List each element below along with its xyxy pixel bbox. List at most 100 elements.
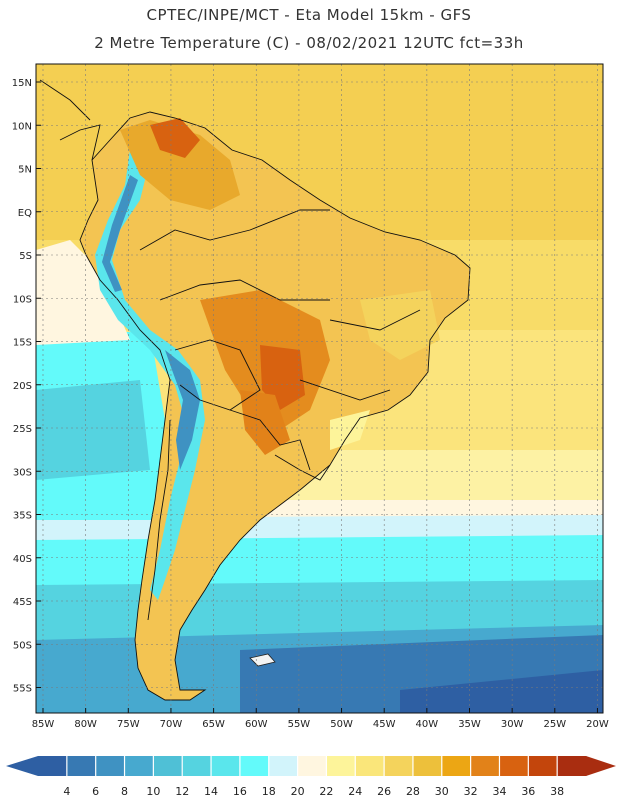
andes-peak-north	[102, 175, 138, 292]
hot-colombia	[150, 118, 200, 158]
mild-se-coast	[330, 410, 370, 450]
colorbar-swatch	[38, 756, 68, 776]
colorbar-label: 26	[377, 785, 391, 798]
falkland-islands	[249, 653, 276, 667]
colorbar-swatch	[412, 756, 443, 776]
colorbar-swatch	[66, 756, 97, 776]
lat-label: 55S	[13, 684, 32, 695]
colorbar-swatch	[211, 756, 241, 776]
lon-label: 20W	[586, 719, 609, 730]
border-peru-brazil	[159, 279, 330, 301]
border-chile-argentina	[147, 419, 171, 621]
lat-label: 20S	[13, 381, 32, 392]
lon-label: 80W	[74, 719, 97, 730]
hot-mato-grosso	[260, 345, 305, 410]
colorbar-swatch	[182, 756, 212, 776]
border-uruguay	[274, 454, 331, 481]
colorbar-swatch	[470, 756, 500, 776]
axis-ticks	[36, 81, 598, 713]
colorbar-swatch	[499, 756, 529, 776]
latitude-labels: 15N 10N 5N EQ 5S 10S 15S 20S 25S 30S 35S 40S 45S 50S 5…	[12, 78, 32, 695]
colorbar-swatch	[528, 756, 558, 776]
warm-venezuela	[120, 120, 240, 210]
map-title-line1: CPTEC/INPE/MCT - Eta Model 15km - GFS	[146, 6, 472, 24]
colorbar-label: 24	[348, 785, 362, 798]
colorbar-label: 36	[521, 785, 535, 798]
lat-label: 25S	[13, 424, 32, 435]
lon-label: 25W	[543, 719, 566, 730]
coastline	[79, 111, 471, 701]
lat-label: 30S	[13, 467, 32, 478]
andes-cold-spine	[95, 150, 205, 600]
lon-label: 75W	[117, 719, 140, 730]
lon-label: 65W	[202, 719, 225, 730]
lat-label: 10S	[13, 294, 32, 305]
colorbar-label: 16	[233, 785, 247, 798]
border-north	[139, 209, 330, 251]
colorbar-swatch	[297, 756, 327, 776]
longitude-labels: 85W 80W 75W 70W 65W 60W 55W 50W 45W 40W 35W 30W 25W 2…	[32, 719, 609, 730]
colorbar-label: 18	[262, 785, 276, 798]
lat-label: 50S	[13, 640, 32, 651]
colorbar: 4 6 8 10 12 14 16 18 20 22 24 26 28 30 32 34 36 38	[6, 756, 616, 798]
lat-label: 5S	[19, 251, 32, 262]
colorbar-label: 12	[175, 785, 189, 798]
lat-label: 15S	[13, 338, 32, 349]
colorbar-label: 32	[464, 785, 478, 798]
colorbar-label: 34	[492, 785, 506, 798]
lon-label: 45W	[373, 719, 396, 730]
colorbar-label: 30	[435, 785, 449, 798]
lat-label: EQ	[18, 208, 32, 219]
colorbar-label: 10	[146, 785, 160, 798]
pacific-cool-core	[36, 380, 150, 480]
colorbar-label: 28	[406, 785, 420, 798]
lon-label: 60W	[245, 719, 268, 730]
colorbar-label: 14	[204, 785, 218, 798]
colorbar-label: 38	[550, 785, 564, 798]
graticule	[36, 64, 603, 713]
colorbar-swatch	[153, 756, 183, 776]
colorbar-swatch	[441, 756, 472, 776]
lat-label: 35S	[13, 511, 32, 522]
border-paraguay	[229, 409, 311, 471]
warm-chaco	[240, 390, 290, 455]
colorbar-arrow-right	[586, 756, 616, 776]
lon-label: 70W	[160, 719, 183, 730]
lat-label: 15N	[12, 78, 32, 89]
ocean-band-4	[400, 670, 603, 713]
country-borders	[39, 79, 471, 701]
mild-ne-brazil	[360, 290, 440, 360]
colorbar-label: 4	[63, 785, 70, 798]
colorbar-label: 22	[319, 785, 333, 798]
lon-label: 35W	[458, 719, 481, 730]
colorbar-swatch	[355, 756, 385, 776]
border-bolivia	[174, 339, 261, 411]
colorbar-swatch	[95, 756, 126, 776]
colorbar-label: 6	[92, 785, 99, 798]
peru-coastal-band	[36, 240, 130, 345]
lon-label: 30W	[501, 719, 524, 730]
map-title-line2: 2 Metre Temperature (C) - 08/02/2021 12U…	[94, 34, 524, 52]
colorbar-swatch	[268, 756, 299, 776]
colorbar-label: 20	[291, 785, 305, 798]
lon-label: 50W	[330, 719, 353, 730]
lon-label: 55W	[288, 719, 311, 730]
border-central-america	[39, 79, 101, 161]
colorbar-swatch	[239, 756, 270, 776]
lon-label: 40W	[416, 719, 439, 730]
lat-label: 10N	[12, 121, 32, 132]
colorbar-swatch	[124, 756, 154, 776]
lon-label: 85W	[32, 719, 55, 730]
colorbar-arrow-left	[6, 756, 38, 776]
map-frame	[35, 63, 604, 714]
colorbar-swatch	[326, 756, 356, 776]
lat-label: 40S	[13, 554, 32, 565]
colorbar-label: 8	[121, 785, 128, 798]
temperature-field	[36, 64, 603, 713]
colorbar-swatch	[557, 756, 587, 776]
andes-peak-central	[165, 350, 200, 470]
colorbar-swatch	[384, 756, 414, 776]
border-brazil-states	[299, 309, 421, 401]
lat-label: 45S	[13, 597, 32, 608]
